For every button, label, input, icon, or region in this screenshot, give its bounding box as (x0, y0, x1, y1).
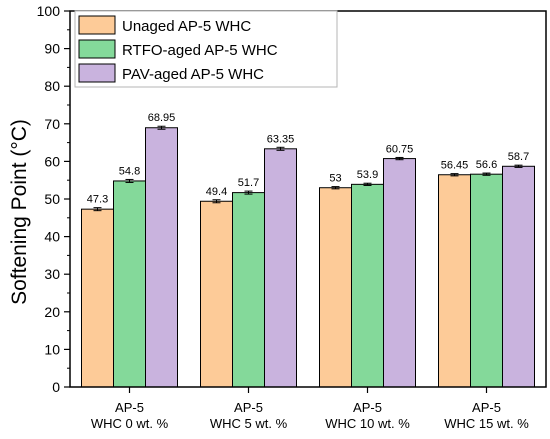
data-label-1-3: 53 (329, 173, 341, 185)
x-tick-label-3-line-2: WHC 10 wt. % (325, 416, 410, 431)
data-label-3-1: 68.95 (148, 112, 176, 124)
data-label-3-2: 63.35 (267, 133, 295, 145)
data-label-1-2: 49.4 (206, 186, 227, 198)
legend: Unaged AP-5 WHC RTFO-aged AP-5 WHC PAV-age… (74, 10, 338, 88)
y-tick-label-0: 0 (52, 379, 60, 395)
legend-swatch-2 (78, 39, 116, 59)
x-tick-label-1-line-1: AP-5 (115, 400, 144, 415)
data-label-3-3: 60.75 (386, 143, 414, 155)
y-tick-label-100: 100 (37, 3, 61, 19)
x-tick-label-4-line-1: AP-5 (472, 400, 501, 415)
bar-2-3 (351, 183, 384, 388)
legend-box (74, 10, 338, 88)
bar-3-1 (145, 127, 178, 388)
legend-swatch-3 (78, 63, 116, 83)
labels-layer: 47.3 49.4 53 56.45 54.8 51.7 53.9 56.6 68.95 63.3… (87, 112, 529, 205)
y-tick-label-40: 40 (44, 229, 60, 245)
x-tick-label-1-line-2: WHC 0 wt. % (91, 416, 169, 431)
y-tick-label-10: 10 (44, 341, 60, 357)
data-label-2-4: 56.6 (476, 159, 497, 171)
y-tick-label-70: 70 (44, 116, 60, 132)
bar-1-2 (200, 200, 233, 388)
bar-3-3 (383, 158, 416, 388)
y-tick-label-90: 90 (44, 41, 60, 57)
data-label-2-1: 54.8 (119, 165, 140, 177)
bar-1-4 (438, 174, 471, 388)
data-label-1-1: 47.3 (87, 194, 108, 206)
bar-1-3 (319, 187, 352, 388)
bar-2-4 (470, 173, 503, 388)
y-axis-title: Softening Point (°C) (8, 119, 31, 305)
x-tick-label-2-line-2: WHC 5 wt. % (210, 416, 288, 431)
x-tick-label-4-line-2: WHC 15 wt. % (444, 416, 529, 431)
legend-label-1: Unaged AP-5 WHC (122, 18, 251, 35)
x-tick-label-3-line-1: AP-5 (353, 400, 382, 415)
bar-3-2 (264, 148, 297, 388)
y-tick-label-60: 60 (44, 153, 60, 169)
y-tick-label-50: 50 (44, 191, 60, 207)
bars-layer (81, 125, 535, 388)
y-tick-label-80: 80 (44, 78, 60, 94)
data-label-2-2: 51.7 (238, 177, 259, 189)
y-tick-label-20: 20 (44, 304, 60, 320)
bar-1-1 (81, 208, 114, 388)
legend-label-3: PAV-aged AP-5 WHC (122, 66, 264, 83)
data-label-2-3: 53.9 (357, 169, 378, 181)
bar-3-4 (502, 165, 535, 388)
legend-swatch-1 (78, 15, 116, 35)
legend-label-2: RTFO-aged AP-5 WHC (122, 42, 278, 59)
x-tick-label-2-line-1: AP-5 (234, 400, 263, 415)
y-tick-label-30: 30 (44, 266, 60, 282)
bar-2-1 (113, 180, 146, 388)
bar-2-2 (232, 192, 265, 388)
data-label-3-4: 58.7 (508, 151, 529, 163)
data-label-1-4: 56.45 (441, 160, 469, 172)
